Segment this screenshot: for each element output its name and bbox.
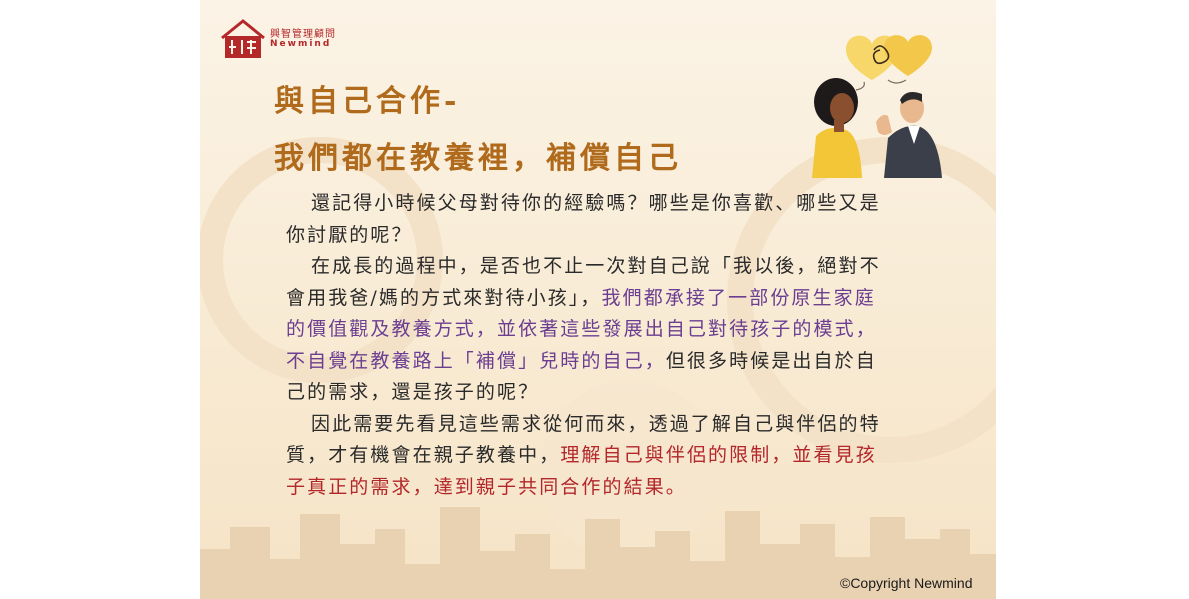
body-text: 還記得小時候父母對待你的經驗嗎？哪些是你喜歡、哪些又是你討厭的呢？ 在成長的過程…: [286, 188, 886, 503]
brand-name-cn: 興智管理顧問: [270, 28, 336, 40]
slide: 興智管理顧問 Newmind 與自己合作- 我們都在教養裡，補償自己: [200, 0, 996, 599]
brand-logo: 興智管理顧問 Newmind: [220, 18, 336, 60]
paragraph-3: 因此需要先看見這些需求從何而來，透過了解自己與伴侶的特質，才有機會在親子教養中，…: [286, 409, 886, 504]
skyline-decoration: [200, 507, 996, 599]
paragraph-3-highlight: 理解自己與伴侶的限制，並看見孩子真正的需求，達到親子共同合作的結果。: [286, 444, 877, 498]
paragraph-3-plain: 因此需要先看見這些需求從何而來，透過了解自己與伴侶的特質，才有機會在親子教養中，: [286, 412, 881, 467]
woman-figure: [812, 78, 862, 178]
paragraph-2: 在成長的過程中，是否也不止一次對自己說「我以後，絕對不會用我爸/媽的方式來對待小…: [286, 251, 886, 409]
paragraph-2-plain: 在成長的過程中，是否也不止一次對自己說「我以後，絕對不會用我爸/媽的方式來對待小…: [286, 255, 881, 309]
copyright-text: ©Copyright Newmind: [840, 575, 973, 591]
title-line-2: 我們都在教養裡，補償自己: [274, 141, 682, 176]
title-line-1: 與自己合作-: [274, 84, 461, 119]
paragraph-1: 還記得小時候父母對待你的經驗嗎？哪些是你喜歡、哪些又是你討厭的呢？: [286, 192, 881, 246]
heart-icon: [846, 35, 932, 91]
paragraph-2-end: 但很多時候是出自於自己的需求，還是孩子的呢？: [286, 349, 877, 404]
paragraph-2-highlight: 我們都承接了一部份原生家庭的價值觀及教養方式，並依著這些發展出自己對待孩子的模式…: [286, 286, 877, 372]
logo-house-icon: [221, 19, 265, 58]
brand-name-en: Newmind: [270, 38, 332, 49]
man-figure: [876, 92, 942, 178]
conversation-illustration-icon: [812, 35, 942, 178]
